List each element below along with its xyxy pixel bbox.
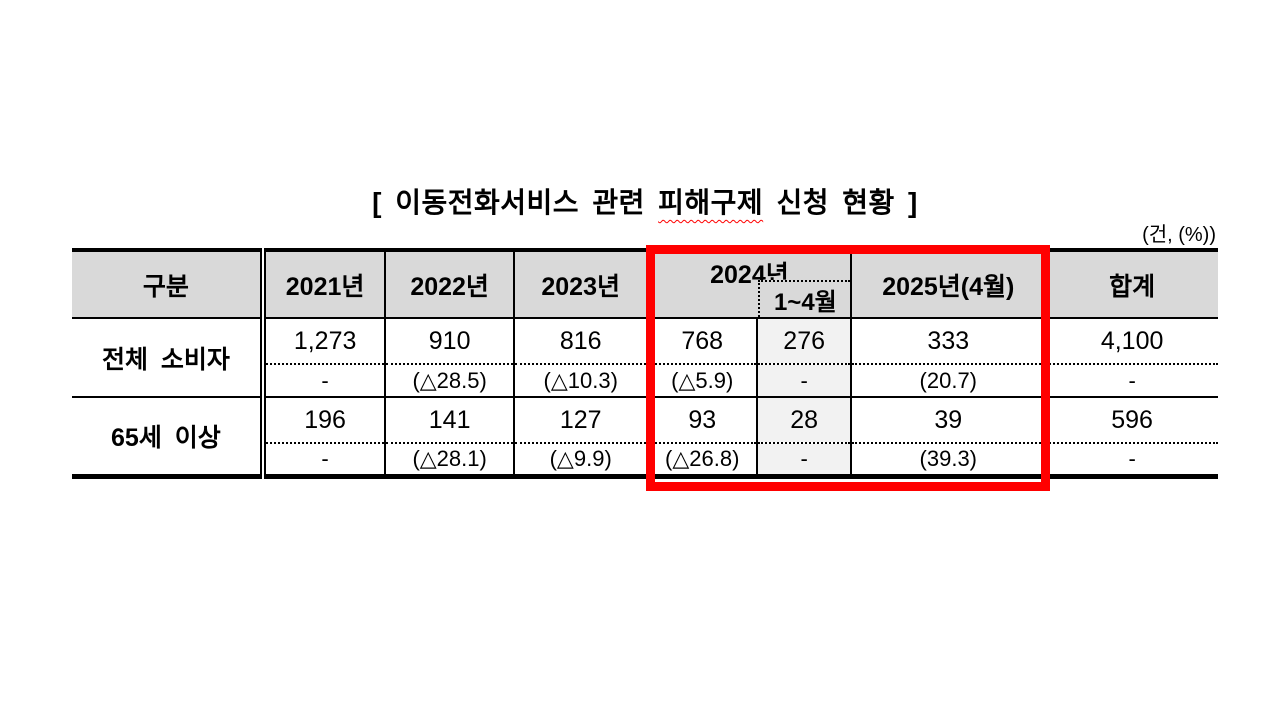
document-body: [ 이동전화서비스 관련 피해구제 신청 현황 ] (건, (%)) 구분 20… bbox=[72, 186, 1218, 479]
header-cell-category: 구분 bbox=[72, 250, 266, 319]
table-row-all-consumers-values: 전체 소비자 1,273 910 816 768 276 333 4,100 bbox=[72, 318, 1218, 397]
cell-senior-2024-value: 93 bbox=[646, 396, 757, 443]
damage-relief-table: 구분 2021년 2022년 2023년 2024년 1~4월 2025년(4월… bbox=[72, 248, 1218, 479]
cell-senior-2023-value: 127 bbox=[512, 396, 648, 443]
cell-all-2025-value: 333 bbox=[850, 318, 1046, 364]
cell-senior-total-pct: - bbox=[1044, 442, 1218, 476]
title-suffix: 신청 현황 ] bbox=[763, 187, 918, 218]
cell-senior-2024-jan-apr-value: 28 bbox=[755, 396, 852, 443]
row-label-all-consumers: 전체 소비자 bbox=[72, 318, 266, 397]
cell-all-total-pct: - bbox=[1044, 363, 1218, 397]
cell-senior-2024-pct: (△26.8) bbox=[646, 442, 757, 476]
cell-senior-2024-jan-apr-pct: - bbox=[755, 442, 852, 476]
cell-senior-2022-pct: (△28.1) bbox=[384, 442, 514, 476]
header-subcell-2024-jan-apr: 1~4월 bbox=[758, 280, 851, 316]
table-row-seniors-pcts: - (△28.1) (△9.9) (△26.8) - (39.3) - bbox=[72, 442, 1218, 476]
table-row-seniors-values: 65세 이상 196 141 127 93 28 39 596 bbox=[72, 396, 1218, 476]
cell-all-2023-value: 816 bbox=[512, 318, 648, 364]
header-cell-2022: 2022년 bbox=[384, 250, 514, 319]
cell-senior-total-value: 596 bbox=[1044, 396, 1218, 443]
row-label-seniors: 65세 이상 bbox=[72, 396, 266, 476]
table-row-all-consumers-pcts: - (△28.5) (△10.3) (△5.9) - (20.7) - bbox=[72, 363, 1218, 397]
cell-all-2025-pct: (20.7) bbox=[850, 363, 1046, 397]
page-title: [ 이동전화서비스 관련 피해구제 신청 현황 ] bbox=[72, 186, 1218, 224]
cell-all-2024-jan-apr-pct: - bbox=[755, 363, 852, 397]
cell-all-2024-jan-apr-value: 276 bbox=[755, 318, 852, 364]
cell-all-2024-pct: (△5.9) bbox=[646, 363, 757, 397]
header-cell-2021: 2021년 bbox=[261, 250, 386, 319]
cell-all-2023-pct: (△10.3) bbox=[512, 363, 648, 397]
header-cell-2025-april: 2025년(4월) bbox=[850, 250, 1046, 319]
cell-all-2021-pct: - bbox=[261, 363, 386, 397]
header-cell-2023: 2023년 bbox=[512, 250, 648, 319]
table-header-row: 구분 2021년 2022년 2023년 2024년 1~4월 2025년(4월… bbox=[72, 250, 1218, 319]
header-cell-2024: 2024년 1~4월 bbox=[646, 250, 852, 319]
cell-all-2022-value: 910 bbox=[384, 318, 514, 364]
cell-senior-2023-pct: (△9.9) bbox=[512, 442, 648, 476]
title-spellcheck-term: 피해구제 bbox=[658, 187, 764, 218]
cell-all-2022-pct: (△28.5) bbox=[384, 363, 514, 397]
cell-all-2021-value: 1,273 bbox=[261, 318, 386, 364]
cell-all-total-value: 4,100 bbox=[1044, 318, 1218, 364]
cell-senior-2025-pct: (39.3) bbox=[850, 442, 1046, 476]
cell-senior-2025-value: 39 bbox=[850, 396, 1046, 443]
cell-all-2024-value: 768 bbox=[646, 318, 757, 364]
cell-senior-2021-pct: - bbox=[261, 442, 386, 476]
header-cell-total: 합계 bbox=[1044, 250, 1218, 319]
title-prefix: [ 이동전화서비스 관련 bbox=[372, 187, 659, 218]
cell-senior-2022-value: 141 bbox=[384, 396, 514, 443]
unit-label: (건, (%)) bbox=[1142, 224, 1216, 246]
cell-senior-2021-value: 196 bbox=[261, 396, 386, 443]
